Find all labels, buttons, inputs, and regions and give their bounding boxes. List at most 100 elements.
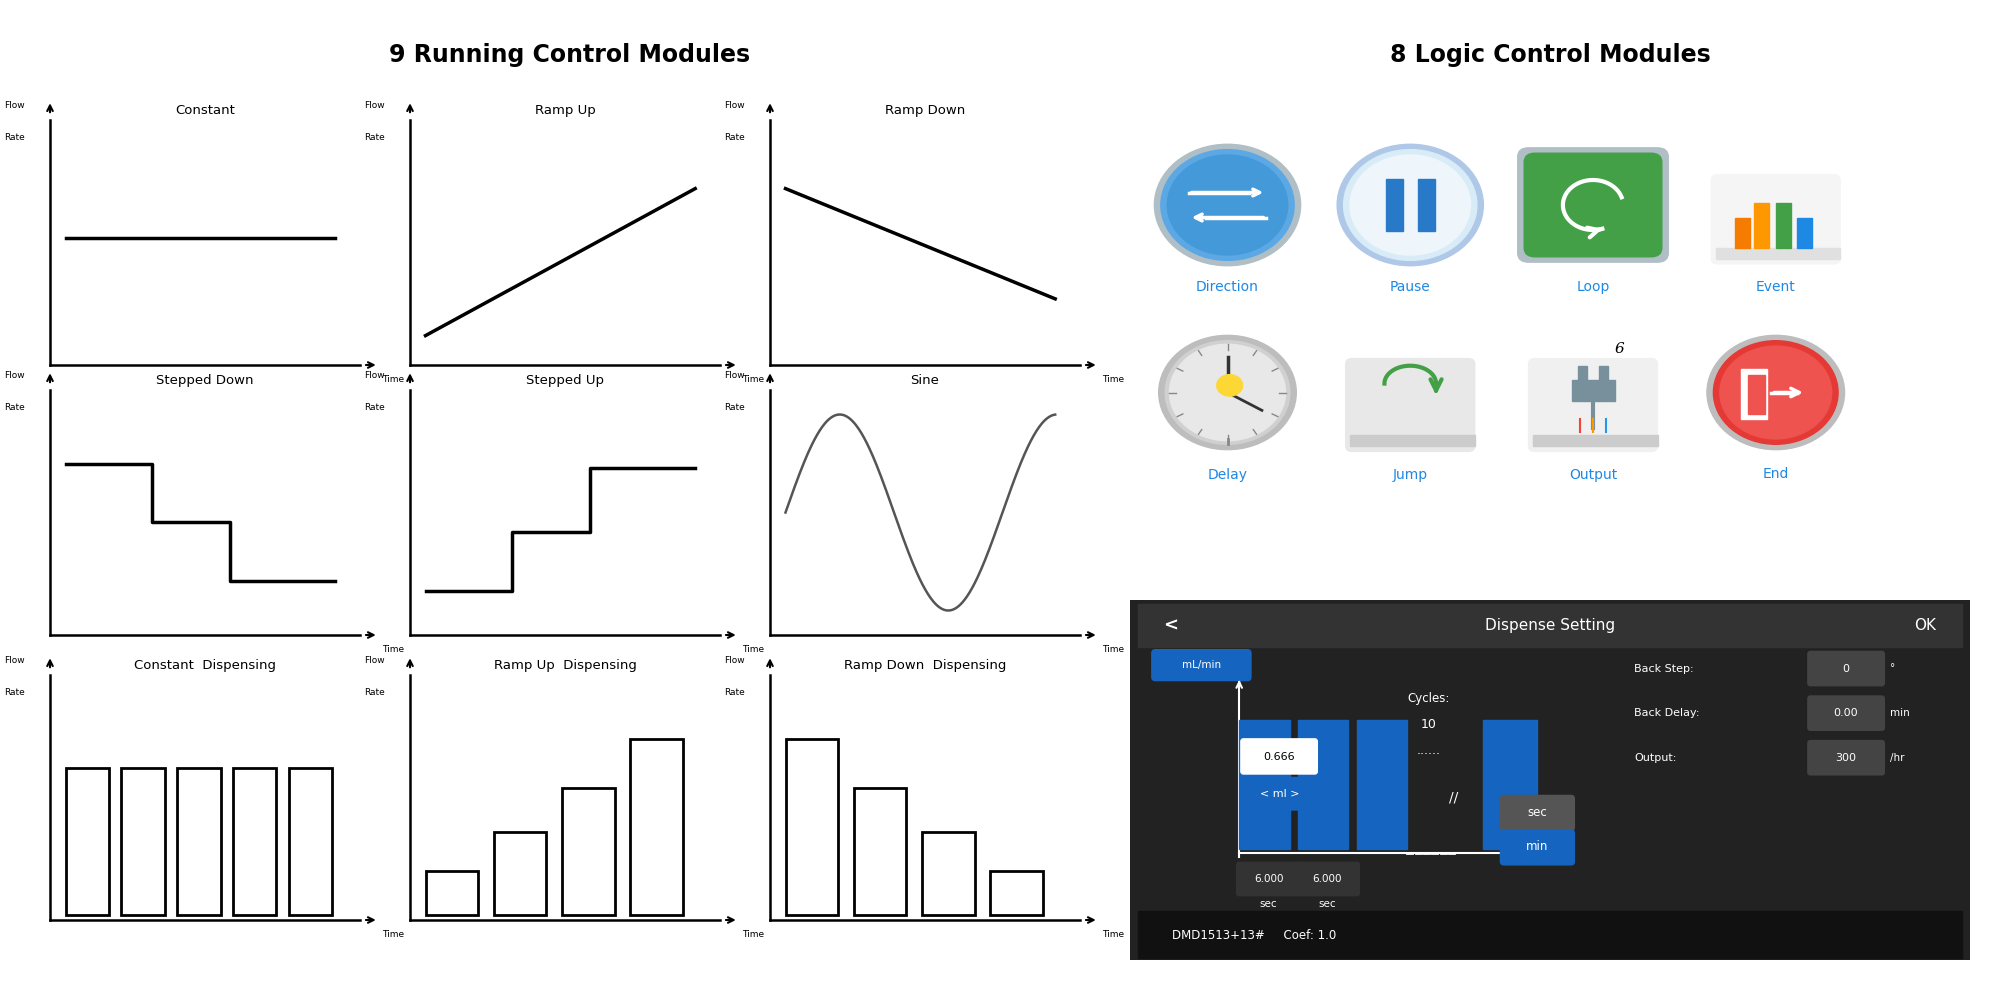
Bar (922, 832, 974, 915)
Text: Time: Time (742, 375, 764, 384)
Bar (232, 768, 276, 915)
FancyBboxPatch shape (1240, 739, 1318, 774)
Title: Sine: Sine (910, 374, 940, 387)
Bar (1754, 203, 1770, 248)
Text: DMD1513+13#     Coef: 1.0: DMD1513+13# Coef: 1.0 (1172, 929, 1336, 942)
Bar (1386, 179, 1402, 231)
Bar (66, 768, 108, 915)
Bar (562, 788, 614, 915)
Text: Flow: Flow (724, 101, 746, 110)
Text: Time: Time (382, 930, 404, 939)
Bar (494, 832, 546, 915)
Text: Time: Time (382, 645, 404, 654)
Bar (1356, 720, 1408, 849)
Text: Output: Output (1568, 468, 1618, 482)
FancyBboxPatch shape (1518, 148, 1668, 262)
Text: 0: 0 (1842, 664, 1850, 674)
Text: 9 Running Control Modules: 9 Running Control Modules (390, 43, 750, 67)
Text: Rate: Rate (4, 688, 26, 697)
FancyBboxPatch shape (1296, 862, 1360, 896)
Text: Output:: Output: (1634, 753, 1676, 763)
Text: Cycles:: Cycles: (1408, 692, 1450, 705)
Title: Ramp Up: Ramp Up (534, 104, 596, 117)
Bar (1578, 366, 1586, 380)
Text: Time: Time (1102, 645, 1124, 654)
Bar (1572, 380, 1614, 401)
FancyBboxPatch shape (1152, 650, 1250, 681)
FancyBboxPatch shape (1500, 830, 1574, 865)
Text: Rate: Rate (364, 403, 386, 412)
Text: °: ° (1890, 664, 1896, 674)
Text: 6.000: 6.000 (1312, 874, 1342, 884)
Circle shape (1714, 341, 1838, 444)
Text: Flow: Flow (724, 371, 746, 380)
FancyBboxPatch shape (1808, 651, 1884, 686)
Bar (854, 788, 906, 915)
Bar (122, 768, 164, 915)
Text: //: // (1448, 790, 1458, 804)
Text: 0.00: 0.00 (1834, 708, 1858, 718)
Text: Rate: Rate (724, 688, 746, 697)
Bar (1418, 179, 1434, 231)
Circle shape (1216, 375, 1242, 396)
Text: Flow: Flow (364, 371, 386, 380)
Bar (1734, 218, 1750, 248)
Text: Time: Time (1102, 375, 1124, 384)
Text: Rate: Rate (724, 133, 746, 142)
Text: Rate: Rate (4, 133, 26, 142)
Bar (1532, 435, 1658, 446)
Text: Loop: Loop (1576, 280, 1610, 294)
Text: OK: OK (1914, 618, 1936, 633)
Text: Jump: Jump (1392, 468, 1428, 482)
Text: <: < (1164, 617, 1178, 635)
Bar (1298, 720, 1348, 849)
Text: mL/min: mL/min (1182, 660, 1220, 670)
Text: 0.666: 0.666 (1264, 752, 1296, 762)
FancyBboxPatch shape (1808, 741, 1884, 775)
Text: Delay: Delay (1208, 468, 1248, 482)
Text: End: End (1762, 468, 1788, 482)
Text: 6: 6 (1614, 342, 1624, 356)
Circle shape (1720, 346, 1832, 439)
Text: Pause: Pause (1390, 280, 1430, 294)
Text: Rate: Rate (4, 403, 26, 412)
Circle shape (1350, 155, 1470, 255)
Text: 6.000: 6.000 (1254, 874, 1284, 884)
Text: min: min (1890, 708, 1910, 718)
Text: Flow: Flow (4, 656, 26, 665)
Circle shape (1338, 144, 1484, 266)
FancyBboxPatch shape (1524, 153, 1662, 257)
Text: sec: sec (1528, 806, 1548, 819)
Bar (786, 739, 838, 915)
Title: Constant  Dispensing: Constant Dispensing (134, 659, 276, 672)
Text: 300: 300 (1836, 753, 1856, 763)
Text: /hr: /hr (1890, 753, 1904, 763)
Text: Flow: Flow (724, 656, 746, 665)
Bar (1742, 369, 1768, 419)
Circle shape (1170, 344, 1286, 441)
Bar (630, 739, 682, 915)
Bar (990, 871, 1042, 915)
Text: 10: 10 (1420, 718, 1436, 731)
Text: Back Step:: Back Step: (1634, 664, 1694, 674)
FancyBboxPatch shape (1712, 175, 1840, 264)
Bar (178, 768, 220, 915)
Bar (1138, 911, 1962, 958)
Circle shape (1160, 150, 1294, 260)
Bar (288, 768, 332, 915)
Bar (426, 871, 478, 915)
Circle shape (1344, 150, 1476, 260)
Circle shape (1166, 341, 1290, 444)
FancyBboxPatch shape (1346, 359, 1474, 451)
Title: Ramp Up  Dispensing: Ramp Up Dispensing (494, 659, 636, 672)
Circle shape (1706, 335, 1844, 450)
Circle shape (1158, 335, 1296, 450)
Text: 8 Logic Control Modules: 8 Logic Control Modules (1390, 43, 1710, 67)
Bar (1600, 366, 1608, 380)
Text: sec: sec (1318, 899, 1336, 909)
Circle shape (1154, 144, 1300, 266)
Text: sec: sec (1260, 899, 1278, 909)
Text: Dispense Setting: Dispense Setting (1484, 618, 1616, 633)
Text: Direction: Direction (1196, 280, 1258, 294)
Bar (1240, 720, 1290, 849)
